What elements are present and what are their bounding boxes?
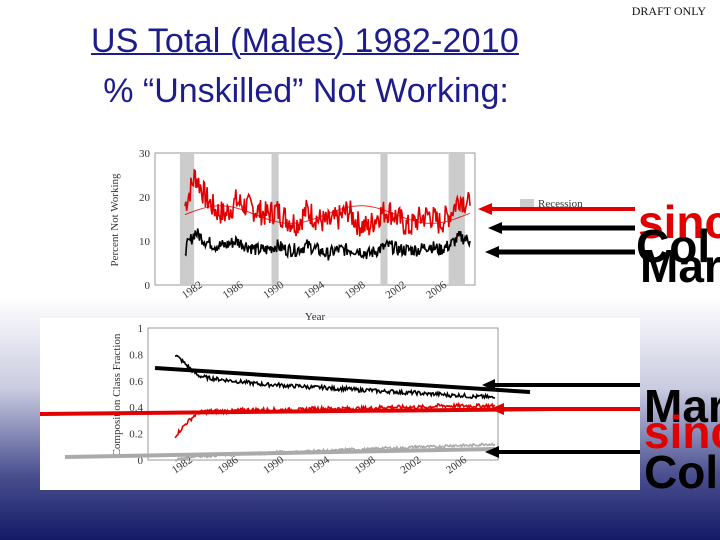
top-series-black [184, 228, 471, 261]
arrowhead-black-bottom-2 [485, 446, 499, 458]
top-y-tick-label: 0 [145, 280, 151, 292]
legend-swatch-recession [520, 199, 534, 207]
side-labels: sinc Col Mar Mar sinc Col [636, 196, 720, 498]
arrowhead-black-bottom [482, 379, 495, 391]
bottom-y-tick-label: 1 [138, 323, 144, 335]
side-label-top-1: sinc [638, 196, 720, 248]
side-label-top-3: Mar [640, 240, 720, 292]
top-y-ticks: 0 10 20 30 [139, 148, 151, 292]
top-x-axis-label: Year [305, 311, 326, 323]
side-label-top-2: Col [636, 220, 710, 272]
bottom-y-tick-label: 0.6 [129, 376, 143, 388]
bottom-y-tick-label: 0 [138, 455, 144, 467]
arrowhead-red-bottom [490, 403, 504, 415]
top-arrows [478, 203, 635, 258]
bottom-y-tick-label: 0.8 [129, 349, 143, 361]
recession-band-0 [179, 153, 195, 285]
arrowhead-black-top [488, 222, 502, 234]
top-y-tick-label: 10 [139, 236, 151, 248]
top-y-tick-label: 30 [139, 148, 151, 160]
bottom-chart-background [40, 318, 640, 490]
bottom-y-ticks: 00.20.40.60.81 [129, 323, 143, 467]
side-label-bottom-3: Col [644, 446, 718, 498]
arrowhead-red-top [478, 203, 492, 215]
title-line-1: US Total (Males) 1982-2010 [91, 22, 519, 60]
top-plot-frame [154, 152, 476, 286]
bottom-black-overlay-line [154, 366, 531, 394]
top-series-red [184, 168, 471, 237]
title-line-2: % “Unskilled” Not Working: [103, 72, 509, 110]
recession-band-1 [271, 153, 279, 285]
recession-band-3 [448, 153, 465, 285]
draft-label: DRAFT ONLY [631, 4, 706, 18]
top-y-axis-label: Percent Not Working [109, 173, 121, 267]
bottom-gray-overlay-line [64, 447, 496, 459]
bottom-arrows [482, 379, 640, 458]
bottom-red-overlay-line [39, 407, 556, 416]
bottom-plot-frame [147, 327, 499, 461]
side-label-bottom-2: sinc [644, 406, 720, 458]
top-y-tick-label: 20 [139, 192, 151, 204]
bottom-y-tick-label: 0.2 [129, 429, 143, 441]
arrowhead-black-top-2 [485, 246, 499, 258]
bottom-y-axis-label: Composition Class Fraction [111, 333, 123, 456]
bottom-series-black [174, 354, 496, 400]
side-label-bottom-1: Mar [644, 380, 720, 432]
